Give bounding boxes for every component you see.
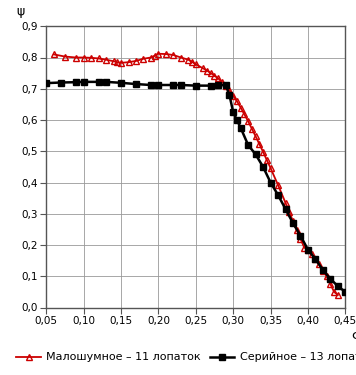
Серийное – 13 лопаток [306,248,310,252]
Серийное – 13 лопаток [231,110,235,114]
Серийное – 13 лопаток [246,143,250,147]
Серийное – 13 лопаток [268,180,273,185]
Малошумное – 11 лопаток [52,52,56,57]
Серийное – 13 лопаток [328,276,333,281]
Серийное – 13 лопаток [321,268,325,272]
Text: Φ: Φ [351,330,356,343]
Серийное – 13 лопаток [209,83,213,88]
Малошумное – 11 лопаток [268,166,273,170]
Серийное – 13 лопаток [283,207,288,212]
Line: Малошумное – 11 лопаток: Малошумное – 11 лопаток [51,51,341,298]
Серийное – 13 лопаток [119,81,123,85]
Серийное – 13 лопаток [276,193,280,197]
Серийное – 13 лопаток [239,126,243,130]
Серийное – 13 лопаток [74,80,78,84]
Серийное – 13 лопаток [313,257,318,261]
Серийное – 13 лопаток [253,152,258,157]
Серийное – 13 лопаток [235,118,239,122]
Серийное – 13 лопаток [134,82,138,86]
Line: Серийное – 13 лопаток: Серийное – 13 лопаток [43,79,349,295]
Серийное – 13 лопаток [343,290,347,294]
Малошумное – 11 лопаток [82,55,86,60]
Малошумное – 11 лопаток [212,74,216,78]
Серийное – 13 лопаток [291,221,295,225]
Серийное – 13 лопаток [179,83,183,87]
Серийное – 13 лопаток [44,81,48,86]
Серийное – 13 лопаток [216,83,220,88]
Text: ψ: ψ [16,5,25,18]
Серийное – 13 лопаток [171,83,176,87]
Серийное – 13 лопаток [156,83,161,87]
Малошумное – 11 лопаток [74,55,78,60]
Малошумное – 11 лопаток [265,158,269,162]
Серийное – 13 лопаток [227,93,231,97]
Серийное – 13 лопаток [336,284,340,288]
Серийное – 13 лопаток [82,80,86,84]
Legend: Малошумное – 11 лопаток, Серийное – 13 лопаток: Малошумное – 11 лопаток, Серийное – 13 л… [16,352,356,362]
Малошумное – 11 лопаток [164,52,168,56]
Серийное – 13 лопаток [261,165,265,169]
Серийное – 13 лопаток [104,80,108,84]
Серийное – 13 лопаток [194,83,198,88]
Серийное – 13 лопаток [59,80,63,85]
Серийное – 13 лопаток [149,83,153,87]
Малошумное – 11 лопаток [156,51,161,56]
Серийное – 13 лопаток [96,80,101,84]
Малошумное – 11 лопаток [336,293,340,297]
Серийное – 13 лопаток [298,233,303,238]
Серийное – 13 лопаток [224,83,228,87]
